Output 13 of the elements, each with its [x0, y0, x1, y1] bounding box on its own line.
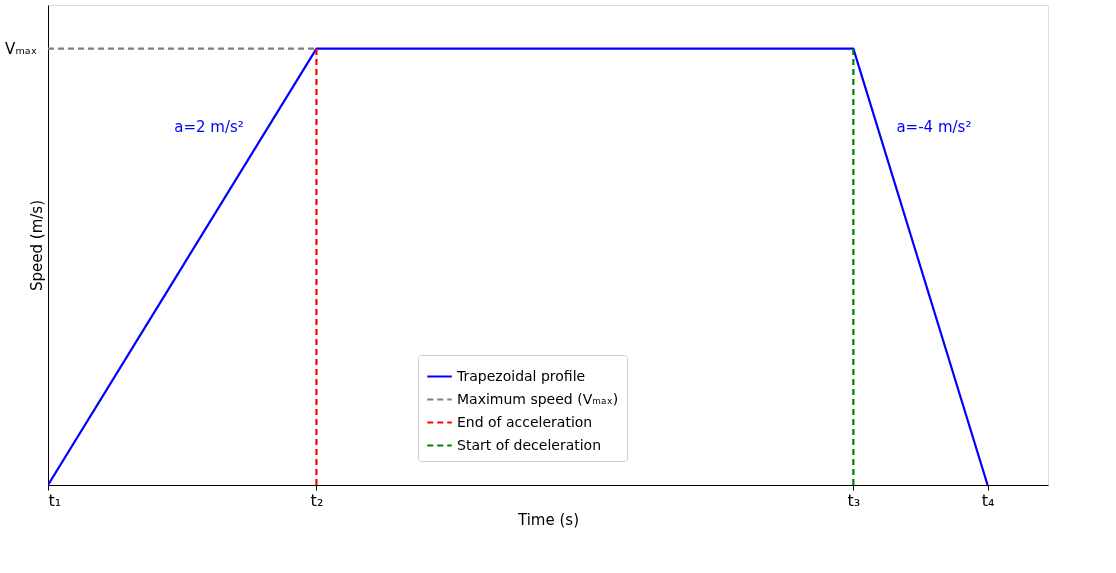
x-axis-title: Time (s): [517, 510, 579, 529]
x-tick-label: t₂: [310, 490, 324, 510]
annotation: a=2 m/s²: [174, 118, 244, 137]
text: Vₘₐₓ: [5, 39, 38, 58]
annotation: a=-4 m/s²: [896, 118, 972, 137]
y-axis-title: Speed (m/s): [27, 200, 46, 291]
legend-label: End of acceleration: [457, 413, 593, 430]
x-tick-label: t₄: [981, 490, 995, 510]
legend-label: Trapezoidal profile: [456, 367, 586, 384]
legend-label: Maximum speed (Vₘₐₓ): [457, 390, 619, 407]
x-tick-label: t₁: [48, 490, 62, 510]
x-tick-label: t₃: [847, 490, 861, 510]
legend-label: Start of deceleration: [457, 436, 602, 453]
